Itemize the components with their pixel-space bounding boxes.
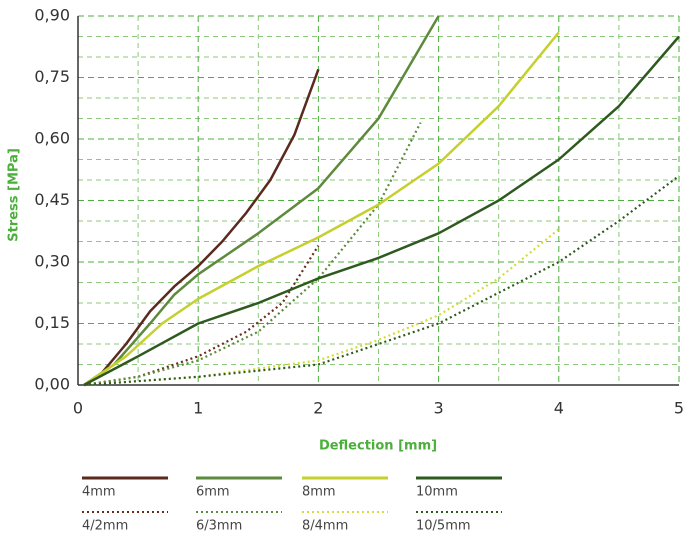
legend-label: 6/3mm [196,519,242,534]
legend-label: 8mm [302,485,336,500]
y-tick-label: 0,15 [34,313,70,332]
series-line [83,68,320,387]
x-tick-label: 5 [674,399,684,418]
y-tick-label: 0,00 [34,375,70,394]
y-tick-label: 0,75 [34,67,70,86]
series-line [83,35,680,387]
legend-label: 8/4mm [302,519,348,534]
legend-label: 10/5mm [416,519,471,534]
x-tick-label: 1 [193,399,203,418]
series-line [83,31,560,387]
y-tick-label: 0,60 [34,129,70,148]
series-line [83,122,422,387]
legend-label: 6mm [196,485,230,500]
x-tick-label: 3 [434,399,444,418]
x-tick-label: 4 [554,399,564,418]
y-tick-label: 0,30 [34,252,70,271]
y-axis-label: Stress [MPa] [7,148,22,242]
series-line [83,175,680,387]
legend-label: 4/2mm [82,519,128,534]
y-tick-label: 0,45 [34,190,70,209]
series-line [83,15,440,387]
x-tick-label: 0 [73,399,83,418]
legend-label: 10mm [416,485,458,500]
x-axis-label: Deflection [mm] [319,439,437,454]
legend-label: 4mm [82,485,116,500]
y-tick-label: 0,90 [34,6,70,25]
x-tick-label: 2 [313,399,323,418]
